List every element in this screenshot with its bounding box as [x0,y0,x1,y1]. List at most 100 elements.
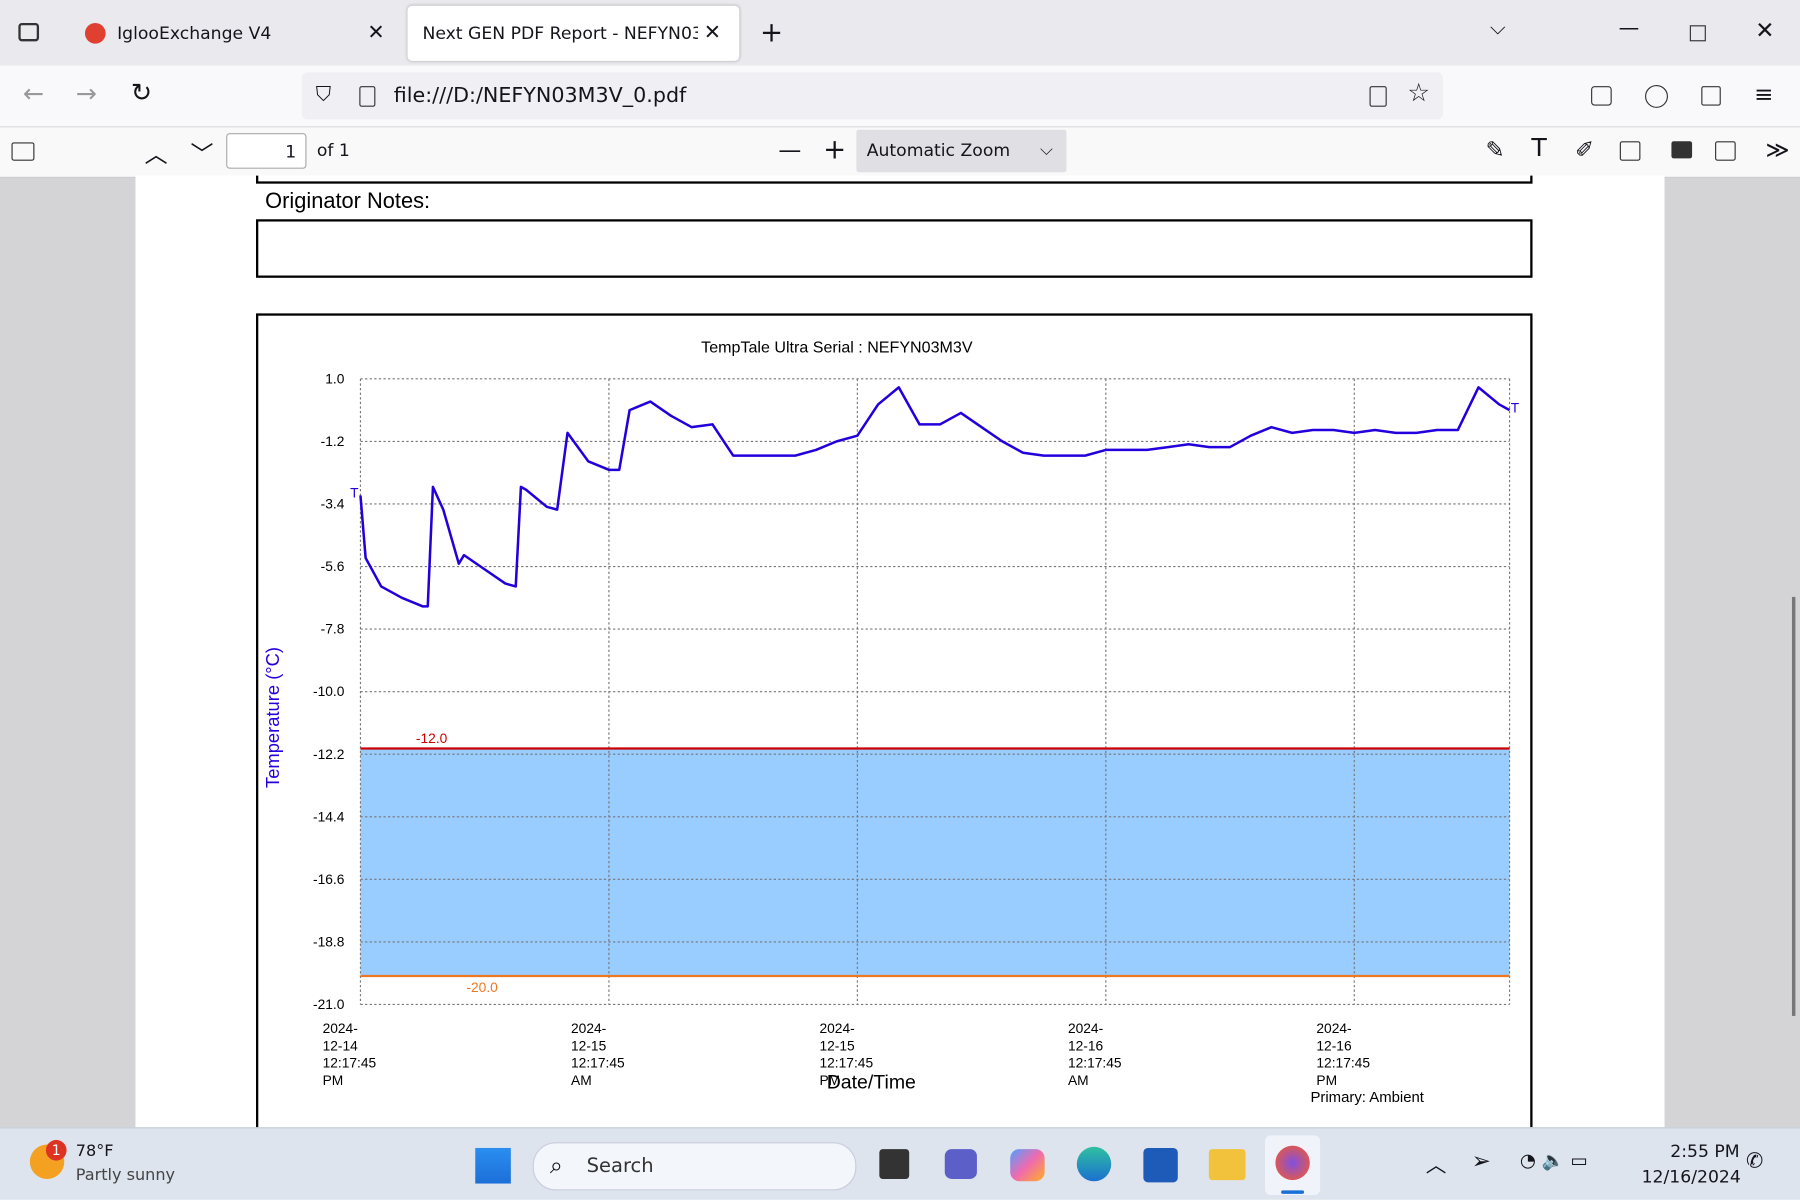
end-marker: T [1511,400,1520,415]
edge[interactable] [1076,1146,1112,1182]
zoom-select[interactable]: Automatic Zoom ⌵ [856,129,1067,173]
copilot[interactable] [1010,1149,1045,1182]
tab-overflow[interactable]: ⌵ [1490,16,1506,41]
start-marker: T [350,486,359,501]
back-button[interactable]: ← [22,80,45,110]
taskbar: 1 78°F Partly sunny ⌕ Search ︿ ➢ ◔ 🔈 ▭ 2… [0,1127,1800,1200]
chart-frame [255,313,1533,1128]
y-tick-label: -3.4 [321,497,345,512]
y-tick-label: -18.8 [313,934,345,949]
clock-time[interactable]: 2:55 PM [1670,1141,1740,1162]
next-page[interactable]: ﹀ [190,140,214,168]
reload-button[interactable]: ↻ [130,79,153,108]
new-tab-button[interactable]: + [759,16,784,49]
search-text: Search [586,1154,654,1178]
page-number: 1 [285,141,297,162]
wifi-volume-battery[interactable]: ◔ 🔈 ▭ [1519,1149,1588,1171]
scrollbar[interactable] [1791,596,1796,1016]
account[interactable] [1645,84,1668,108]
close-window[interactable]: ✕ [1755,16,1775,44]
x-tick-label: 2024-12-15 12:17:45 AM [571,1020,625,1089]
x-axis-label: Date/Time [827,1071,916,1093]
sidebar-toggle[interactable] [11,142,35,161]
prev-page[interactable]: ︿ [144,140,168,168]
box [255,175,1533,184]
tab-title: Next GEN PDF Report - NEFYN03M [422,22,698,44]
tray-overflow[interactable]: ︿ [1425,1153,1447,1178]
clock-date[interactable]: 12/16/2024 [1641,1166,1741,1187]
x-tick-label: 2024-12-16 12:17:45 AM [1067,1020,1122,1089]
start-button[interactable] [475,1147,511,1184]
highlight-tool[interactable]: ✎ [1485,135,1505,164]
y-tick-label: -1.2 [321,434,345,449]
threshold-label: -20.0 [466,980,498,995]
page-count: of 1 [316,140,350,161]
notes-box [255,219,1533,278]
y-tick-label: -14.4 [313,809,345,824]
active-tab[interactable]: Next GEN PDF Report - NEFYN03M ✕ [407,5,740,61]
store[interactable] [1143,1147,1178,1183]
active-indicator [1281,1190,1305,1194]
tab-close[interactable]: ✕ [367,20,385,45]
reader-view[interactable] [1369,86,1387,107]
firefox[interactable] [1265,1135,1321,1196]
x-tick-label: 2024-12-16 12:17:45 PM [1316,1020,1371,1089]
forward-button[interactable]: → [75,80,97,110]
firefox-icon [1275,1145,1310,1181]
image-tool[interactable] [1619,141,1641,161]
tab-list-button[interactable] [18,22,40,42]
y-axis-label: Temperature (°C) [262,647,283,788]
chart-title: TempTale Ultra Serial : NEFYN03M3V [701,338,973,356]
restore[interactable] [1689,25,1706,42]
zoom-out[interactable]: — [778,135,802,164]
data-line [360,387,1509,606]
minimize[interactable]: — [1618,16,1640,41]
zoom-in[interactable]: + [823,133,847,166]
url-text: file:///D:/NEFYN03M3V_0.pdf [393,83,687,108]
temperature: 78°F [75,1142,114,1161]
tab-bar [0,0,1800,66]
x-tick-label: 2024-12-15 12:17:45 PM [819,1020,874,1089]
y-tick-label: -12.2 [313,747,344,762]
limit-band [360,749,1509,977]
badge: 1 [45,1139,67,1161]
url-bar[interactable]: ⛉ file:///D:/NEFYN03M3V_0.pdf ☆ [301,72,1443,120]
search-box[interactable]: ⌕ Search [532,1142,857,1191]
search-icon: ⌕ [549,1151,563,1179]
menu[interactable]: ≡ [1754,80,1774,108]
tab-icon [84,22,106,44]
y-tick-label: -16.6 [313,872,345,887]
location-icon: ➢ [1471,1146,1491,1175]
threshold-label: -12.0 [416,731,448,746]
teams[interactable] [944,1149,977,1179]
page-input[interactable]: 1 [226,133,307,169]
more-tools[interactable]: ≫ [1765,135,1790,164]
file-explorer[interactable] [1208,1149,1246,1181]
tab[interactable]: IglooExchange V4 ✕ [67,7,398,60]
shield-icon: ⛉ [315,82,332,107]
y-tick-label: -5.6 [321,559,345,574]
text-tool[interactable]: T [1531,134,1547,164]
draw-tool[interactable]: ✐ [1574,135,1595,164]
print[interactable] [1671,141,1693,159]
pocket[interactable] [1591,86,1612,106]
bookmark-star[interactable]: ☆ [1407,79,1431,108]
save[interactable] [1715,141,1736,161]
y-tick-label: -7.8 [321,622,345,637]
file-icon [359,86,376,107]
tab-close[interactable]: ✕ [703,20,722,45]
y-tick-label: -10.0 [313,684,345,699]
task-view[interactable] [879,1149,910,1179]
notes-label: Originator Notes: [265,189,431,214]
weather: Partly sunny [75,1166,176,1185]
tab-title: IglooExchange V4 [117,22,272,44]
dropdown-arrow: ⌵ [1040,138,1054,160]
zoom-value: Automatic Zoom [866,140,1011,161]
notifications[interactable]: ✆ [1746,1149,1764,1174]
y-tick-label: 1.0 [325,371,344,386]
y-tick-label: -21.0 [313,997,345,1012]
extensions[interactable] [1701,86,1721,106]
